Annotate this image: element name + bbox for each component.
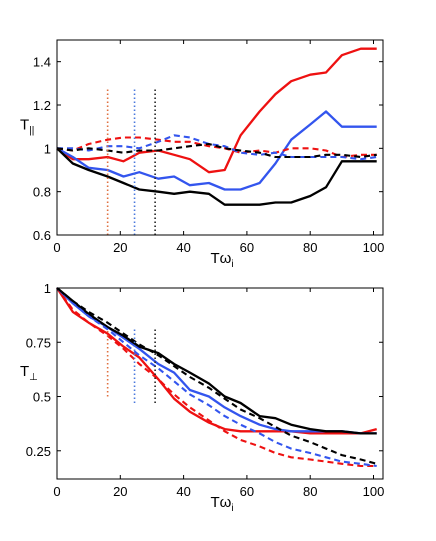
bottom-series-2-line [56, 287, 377, 435]
top-panel: 0 20 40 60 80 100 0.6 0.8 1 1.2 1.4 Tωi T|| [20, 39, 385, 270]
bottom-axes-frame [56, 287, 384, 480]
top-series-2-line [56, 147, 377, 206]
bottom-x-tick-label: 40 [176, 484, 190, 499]
bottom-y-tick-label: 0.5 [33, 390, 51, 405]
top-series-5-line [56, 142, 377, 159]
top-y-tick-label: 0.6 [33, 228, 51, 243]
bottom-series-4-line [56, 287, 377, 468]
bottom-series-5-line [56, 287, 377, 465]
bottom-y-axis-label-main: T [20, 363, 29, 380]
top-x-axis-label-subscript: i [231, 259, 233, 270]
top-x-tick-label: 60 [240, 240, 254, 255]
top-y-tick-label: 0.8 [33, 185, 51, 200]
top-y-axis-label-subscript: || [29, 126, 34, 137]
top-x-tick-label: 80 [303, 240, 317, 255]
top-y-tick-label: 1 [44, 141, 51, 156]
top-x-axis-label: Tωi [210, 250, 233, 270]
top-x-tick-label: 40 [176, 240, 190, 255]
bottom-panel: 0 20 40 60 80 100 0.25 0.5 0.75 1 Tωi T⊥ [20, 281, 384, 514]
top-axes-frame [56, 39, 384, 236]
top-y-axis-label-main: T [20, 117, 29, 134]
bottom-y-tick-label: 1 [44, 281, 51, 296]
top-y-tick-label: 1.4 [33, 55, 51, 70]
top-series-0-line [56, 47, 377, 174]
top-y-tick-label: 1.2 [33, 98, 51, 113]
bottom-x-tick-label: 20 [113, 484, 127, 499]
top-y-axis-label: T|| [20, 117, 34, 137]
top-x-tick-label: 0 [53, 240, 60, 255]
bottom-x-axis-label: Tωi [210, 494, 233, 514]
bottom-series-3-line [56, 287, 377, 468]
bottom-y-tick-label: 0.75 [26, 335, 51, 350]
top-x-tick-label: 20 [113, 240, 127, 255]
bottom-y-axis-label-subscript: ⊥ [29, 372, 38, 383]
bottom-y-tick-label: 0.25 [26, 444, 51, 459]
bottom-x-tick-label: 100 [363, 484, 385, 499]
bottom-x-tick-label: 80 [303, 484, 317, 499]
bottom-x-tick-label: 60 [240, 484, 254, 499]
top-series-3-line [56, 136, 377, 159]
top-series-1-line [56, 110, 377, 191]
top-x-tick-label: 100 [363, 240, 385, 255]
bottom-x-axis-label-main: Tω [210, 494, 231, 511]
top-x-axis-label-main: Tω [210, 250, 231, 267]
bottom-x-tick-label: 0 [53, 484, 60, 499]
bottom-y-axis-label: T⊥ [20, 363, 38, 383]
bottom-x-axis-label-subscript: i [231, 503, 233, 514]
